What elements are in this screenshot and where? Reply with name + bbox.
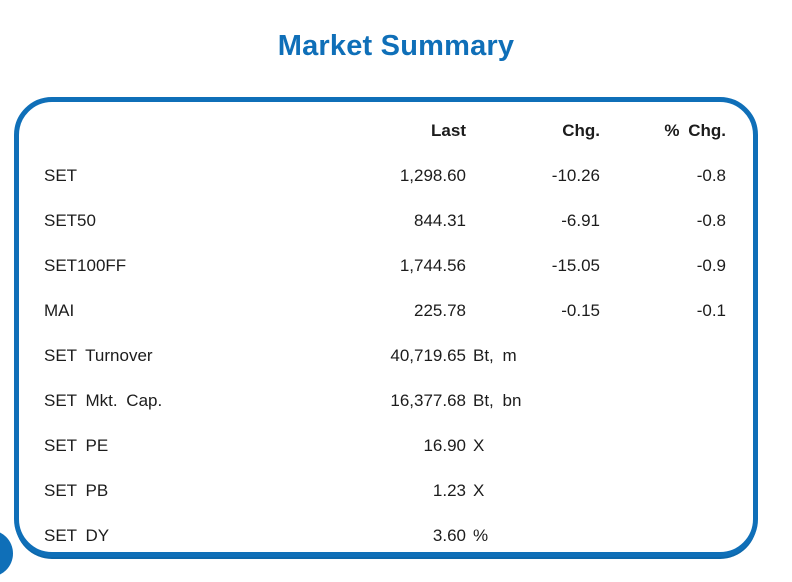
last-value: 3.60 [432,525,466,545]
last-unit: % [473,525,489,545]
table-row: SET Turnover 40,719.65 Bt, m [44,333,726,378]
last-value: 16.90 [423,435,466,455]
chg-value: -0.15 [561,300,600,320]
table-row: SET 1,298.60 -10.26 -0.8 [44,153,726,198]
table-row: SET DY 3.60 % [44,513,726,552]
chg-value: -10.26 [551,165,600,185]
pct-chg-value: -0.8 [696,165,726,185]
row-label: SET Turnover [44,345,153,365]
pct-chg-value: -0.9 [696,255,726,275]
table-body: SET 1,298.60 -10.26 -0.8 SET50 844.31 -6… [44,153,726,552]
table-row: SET100FF 1,744.56 -15.05 -0.9 [44,243,726,288]
header-chg: Chg. [562,120,600,140]
last-unit: Bt, m [473,345,517,365]
row-label: SET100FF [44,255,127,275]
last-value: 1,744.56 [399,255,466,275]
pct-chg-value: -0.1 [696,300,726,320]
market-summary-card: Last Chg. % Chg. SET 1,298.60 -10.26 -0.… [14,97,758,557]
last-unit: Bt, bn [473,390,522,410]
table-row: SET Mkt. Cap. 16,377.68 Bt, bn [44,378,726,423]
chg-value: -15.05 [551,255,600,275]
table-row: MAI 225.78 -0.15 -0.1 [44,288,726,333]
last-value: 1,298.60 [399,165,466,185]
table-header-row: Last Chg. % Chg. [44,108,726,153]
row-label: MAI [44,300,75,320]
row-label: SET [44,165,78,185]
last-value: 16,377.68 [390,390,466,410]
row-label: SET PB [44,480,109,500]
last-value: 225.78 [414,300,466,320]
pct-chg-value: -0.8 [696,210,726,230]
table-row: SET PE 16.90 X [44,423,726,468]
last-unit: X [473,435,485,455]
decorative-circle [0,530,13,577]
table-row: SET PB 1.23 X [44,468,726,513]
row-label: SET50 [44,210,96,230]
header-last: Last [431,120,466,140]
last-unit: X [473,480,485,500]
page-title: Market Summary [277,30,515,62]
row-label: SET DY [44,525,110,545]
last-value: 844.31 [414,210,466,230]
last-value: 40,719.65 [390,345,466,365]
chg-value: -6.91 [561,210,600,230]
header-pct-chg: % Chg. [664,120,726,140]
last-value: 1.23 [432,480,466,500]
row-label: SET PE [44,435,109,455]
row-label: SET Mkt. Cap. [44,390,163,410]
table-row: SET50 844.31 -6.91 -0.8 [44,198,726,243]
